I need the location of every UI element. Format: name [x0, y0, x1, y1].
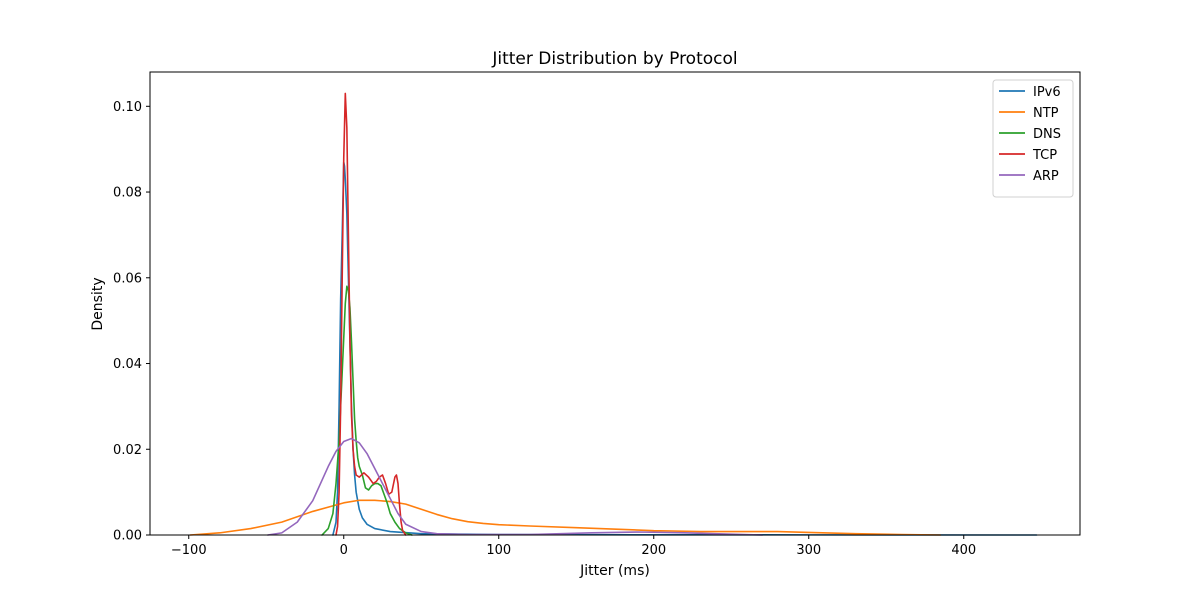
legend: IPv6 NTP DNS TCP ARP: [992, 79, 1074, 198]
legend-label-arp: ARP: [1033, 169, 1059, 184]
chart-title: Jitter Distribution by Protocol: [491, 49, 737, 69]
y-tick-label: 0.10: [113, 100, 142, 115]
legend-label-dns: DNS: [1033, 127, 1061, 142]
x-axis-label: Jitter (ms): [579, 563, 650, 579]
y-tick-label: 0.00: [113, 529, 142, 544]
plot-area: [189, 92, 1038, 536]
y-tick-label: 0.02: [113, 443, 142, 458]
y-tick-label: 0.06: [113, 271, 142, 286]
y-tick-label: 0.08: [113, 186, 142, 201]
x-tick-label: 0: [340, 543, 348, 558]
legend-label-tcp: TCP: [1032, 148, 1057, 163]
series-line-ntp: [189, 499, 942, 536]
y-axis-label: Density: [90, 277, 106, 330]
x-tick-label: 100: [486, 543, 511, 558]
series-line-ipv6: [332, 161, 1038, 536]
x-tick-label: 400: [951, 543, 976, 558]
legend-label-ntp: NTP: [1033, 106, 1059, 121]
y-tick-label: 0.04: [113, 357, 142, 372]
series-line-arp: [267, 437, 764, 536]
legend-label-ipv6: IPv6: [1033, 85, 1061, 100]
legend-box: [992, 79, 1074, 198]
series-line-tcp: [335, 92, 407, 536]
axes-frame: [149, 71, 1081, 536]
x-tick-label: −100: [171, 543, 207, 558]
x-tick-label: 300: [796, 543, 821, 558]
x-tick-label: 200: [641, 543, 666, 558]
axes: −100 0 100 200 300 400 0.00 0.02 0.04 0.06 0.08 0.1…: [113, 71, 1081, 558]
